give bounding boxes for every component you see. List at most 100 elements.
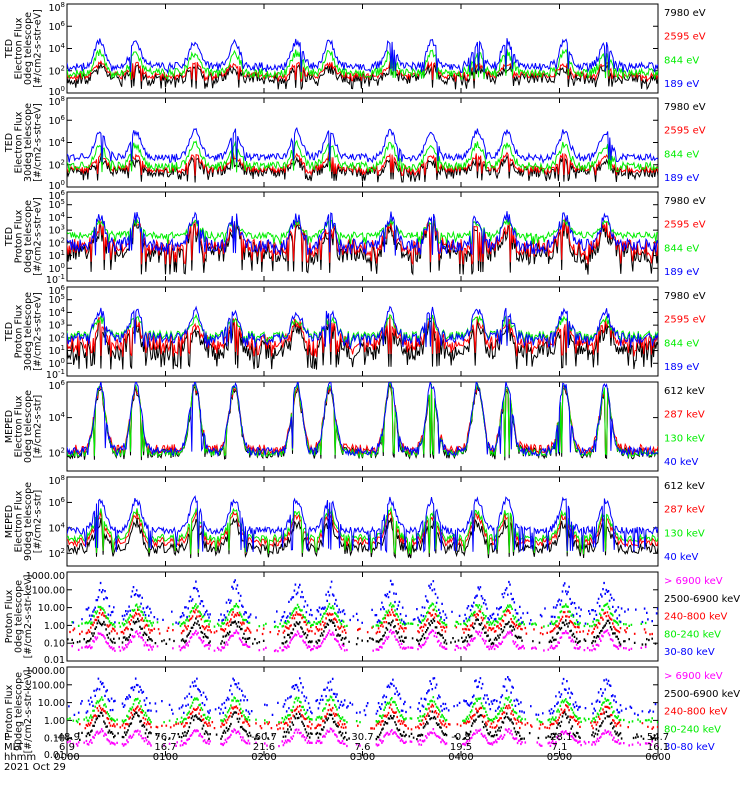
legend-entry: 844 eV [664, 55, 699, 66]
y-tick-label: 108 [48, 95, 65, 108]
y-axis-label-line: [#/cm2-s-str-eV] [33, 197, 44, 276]
y-tick-label: 100 [48, 262, 65, 275]
x-tick-label-hhmm: 0500 [547, 752, 572, 763]
y-tick-label: 102 [48, 236, 65, 249]
series-line [67, 211, 658, 256]
x-tick-label-hhmm: 0100 [153, 752, 178, 763]
y-axis-label-line: [#/cm2-s-str-keV] [23, 670, 34, 754]
x-tick-label-L: 54.7 [647, 732, 669, 743]
y-axis-label-line: TED [4, 322, 15, 342]
legend-entry: 189 eV [664, 267, 699, 278]
series-line [67, 151, 658, 177]
y-tick-label: 105 [48, 293, 65, 306]
series-area [67, 382, 658, 461]
y-tick-label: 10.00 [38, 603, 65, 614]
legend-entry: 80-240 keV [664, 724, 721, 735]
legend-entry: 189 eV [664, 79, 699, 90]
series-line [67, 506, 658, 556]
series-area [67, 126, 658, 183]
y-tick-label: 106 [48, 284, 65, 297]
x-tick-label-MLT: 19.5 [450, 742, 472, 753]
x-tick-label-L: 30.7 [351, 732, 373, 743]
x-tick-label-MLT: 16.7 [154, 742, 176, 753]
y-axis-label-line: 30deg telescope [23, 292, 34, 371]
x-tick-label-MLT: 21.6 [253, 742, 275, 753]
legend-entry: > 6900 keV [664, 576, 723, 587]
y-tick-label: 10-1 [46, 273, 65, 286]
y-tick-label: 100 [48, 85, 65, 98]
y-tick-label: 102 [48, 158, 65, 171]
legend-entry: 189 eV [664, 362, 699, 373]
legend-entry: 844 eV [664, 243, 699, 254]
legend-entry: 40 keV [664, 552, 698, 563]
legend-entry: 30-80 keV [664, 742, 715, 753]
x-tick-label-hhmm: 0200 [251, 752, 276, 763]
y-tick-label: 102 [48, 447, 65, 460]
y-tick-label: 10-1 [46, 368, 65, 381]
legend-entry: 7980 eV [664, 291, 706, 302]
y-tick-label: 106 [48, 114, 65, 127]
legend-entry: 287 keV [664, 410, 705, 421]
y-tick-label: 100 [48, 179, 65, 192]
series-area [67, 305, 658, 370]
y-tick-label: 0.10 [44, 734, 65, 745]
y-tick-label: 103 [48, 224, 65, 237]
y-axis-label-line: TED [4, 227, 15, 247]
x-tick-label-hhmm: 0000 [54, 752, 79, 763]
y-axis-label-line: 0deg telescope [23, 200, 34, 273]
legend-entry: 2595 eV [664, 32, 706, 43]
legend-entry: 844 eV [664, 149, 699, 160]
legend-entry: 2500-6900 keV [664, 689, 740, 700]
series-points [67, 695, 658, 724]
series-area [67, 211, 658, 276]
y-tick-label: 0.01 [44, 750, 65, 761]
series-points [67, 727, 658, 748]
y-tick-label: 101 [48, 344, 65, 357]
series-area [67, 38, 658, 91]
y-tick-label: 104 [48, 211, 65, 224]
y-tick-label: 10.00 [38, 698, 65, 709]
x-tick-label-L: -60.7 [251, 732, 277, 743]
series-line [67, 517, 658, 559]
x-tick-label-MLT: 6.9 [59, 742, 75, 753]
x-tick-label-MLT: 7.1 [552, 742, 568, 753]
series-line [67, 139, 658, 175]
y-axis-label-line: MEPED [4, 410, 15, 443]
series-line [67, 382, 658, 458]
legend-entry: > 6900 keV [664, 671, 723, 682]
series-area [67, 676, 658, 748]
y-tick-label: 101 [48, 249, 65, 262]
x-tick-label-hhmm: 0600 [645, 752, 670, 763]
panel-8: 1000.00 100.00 10.00 1.00 0.10 0.01 Proton Flu… [4, 666, 740, 761]
y-axis-label-line: Proton Flux [4, 684, 15, 738]
series-points [68, 676, 657, 717]
y-axis-label-line: [#/cm2-s-str-eV] [33, 9, 44, 88]
legend-entry: 240-800 keV [664, 612, 728, 623]
y-tick-label: 1.00 [44, 621, 65, 632]
x-tick-label-hhmm: 0300 [350, 752, 375, 763]
y-axis-label-line: Electron Flux [14, 490, 25, 552]
series-points [72, 579, 658, 625]
y-tick-label: 106 [48, 189, 65, 202]
y-axis-label-line: 90deg telescope [14, 672, 25, 751]
legend-entry: 2595 eV [664, 315, 706, 326]
legend-entry: 130 keV [664, 433, 705, 444]
series-area [67, 579, 658, 653]
y-axis-label-line: TED [4, 39, 15, 59]
y-axis-label-line: Electron Flux [14, 395, 25, 457]
legend-entry: 7980 eV [664, 8, 706, 19]
legend-entry: 130 keV [664, 528, 705, 539]
y-tick-label: 1000.00 [26, 666, 65, 677]
y-axis-label-line: Electron Flux [14, 17, 25, 79]
legend-entry: 240-800 keV [664, 707, 728, 718]
legend-entry: 612 keV [664, 481, 705, 492]
y-tick-label: 106 [48, 20, 65, 33]
y-axis-label-line: [#/cm2-s-str-keV] [23, 575, 34, 659]
y-axis-label-line: [#/cm2-s-str] [33, 490, 44, 553]
series-points [67, 710, 657, 741]
y-tick-label: 102 [48, 331, 65, 344]
